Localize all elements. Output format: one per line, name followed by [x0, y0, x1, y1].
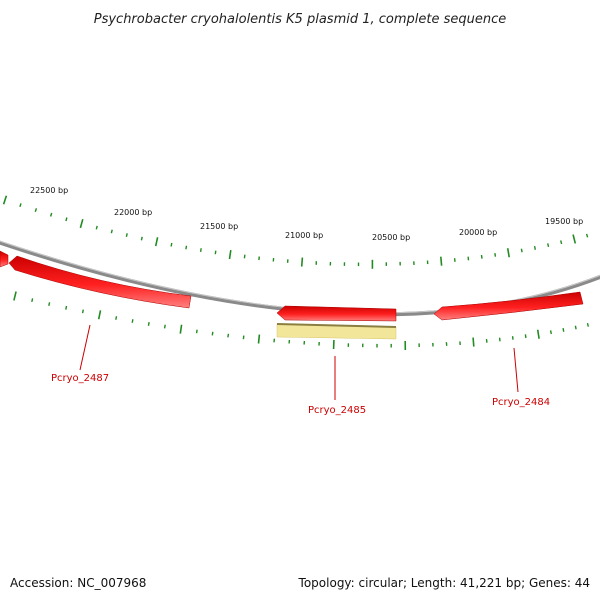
inner-tick [179, 324, 183, 334]
gene-pcryo-2488-partial[interactable] [0, 250, 9, 268]
outer-tick [185, 245, 188, 250]
inner-tick [562, 327, 565, 332]
inner-tick [195, 329, 198, 334]
tick-label-22000: 22000 bp [114, 208, 152, 217]
map-title: Psychrobacter cryohalolentis K5 plasmid … [94, 12, 507, 27]
outer-tick [533, 245, 536, 250]
gene-pcryo-2485[interactable] [276, 305, 397, 340]
tick-label-20500: 20500 bp [372, 233, 410, 242]
inner-tick-ring [13, 291, 589, 351]
inner-tick [115, 316, 118, 320]
inner-tick [574, 325, 577, 330]
gene-label-pcryo-2484[interactable]: Pcryo_2484 [492, 397, 550, 408]
outer-tick [228, 249, 232, 260]
inner-tick [586, 322, 589, 327]
gene-pcryo-2484[interactable] [433, 291, 584, 321]
outer-tick [214, 250, 217, 255]
connector-pcryo-2484 [513, 347, 519, 393]
outer-tick [154, 237, 159, 247]
inner-tick [257, 334, 261, 344]
outer-tick [95, 225, 98, 230]
outer-tick [480, 254, 483, 259]
inner-tick [163, 324, 166, 329]
inner-tick [147, 321, 150, 326]
outer-tick [199, 248, 202, 253]
tick-label-22500: 22500 bp [30, 186, 68, 195]
tick-label-20000: 20000 bp [459, 228, 497, 237]
outer-tick [560, 240, 563, 245]
inner-tick [13, 291, 17, 301]
outer-tick [547, 243, 550, 248]
outer-tick [506, 248, 510, 258]
inner-tick [131, 319, 134, 323]
outer-tick [110, 229, 113, 234]
tick-label-19500: 19500 bp [545, 217, 583, 226]
outer-tick-ring [2, 195, 589, 269]
tick-label-21000: 21000 bp [285, 231, 323, 240]
outer-tick [140, 236, 143, 241]
inner-tick [227, 333, 230, 338]
outer-tick [170, 242, 173, 247]
tick-labels: 22500 bp 22000 bp 21500 bp 21000 bp 2050… [30, 186, 583, 242]
outer-tick [243, 254, 246, 259]
inner-tick [31, 298, 34, 303]
inner-tick [97, 310, 102, 320]
connector-pcryo-2487 [79, 324, 91, 371]
outer-tick [2, 195, 8, 205]
gene-label-pcryo-2485[interactable]: Pcryo_2485 [308, 405, 366, 416]
outer-tick [300, 257, 304, 267]
outer-tick [125, 233, 128, 237]
outer-tick [585, 233, 589, 238]
outer-tick [19, 203, 22, 208]
outer-tick [440, 256, 443, 266]
outer-tick [49, 212, 53, 217]
topology-label: Topology: circular; Length: 41,221 bp; G… [298, 576, 590, 590]
inner-tick [211, 331, 214, 336]
outer-tick [65, 217, 68, 222]
inner-tick [81, 309, 84, 314]
inner-tick [524, 334, 527, 339]
outer-tick [34, 208, 38, 213]
outer-tick [79, 218, 84, 229]
accession-label: Accession: NC_007968 [10, 576, 147, 590]
inner-tick [48, 302, 51, 306]
inner-tick [536, 329, 540, 339]
inner-tick [549, 330, 552, 335]
tick-label-21500: 21500 bp [200, 222, 238, 231]
gene-label-pcryo-2487[interactable]: Pcryo_2487 [51, 373, 109, 384]
gene-pcryo-2487[interactable] [8, 255, 192, 309]
outer-tick [520, 248, 523, 253]
inner-tick [472, 337, 475, 347]
outer-tick [572, 234, 577, 244]
inner-tick [65, 305, 68, 310]
outer-tick [494, 253, 497, 257]
